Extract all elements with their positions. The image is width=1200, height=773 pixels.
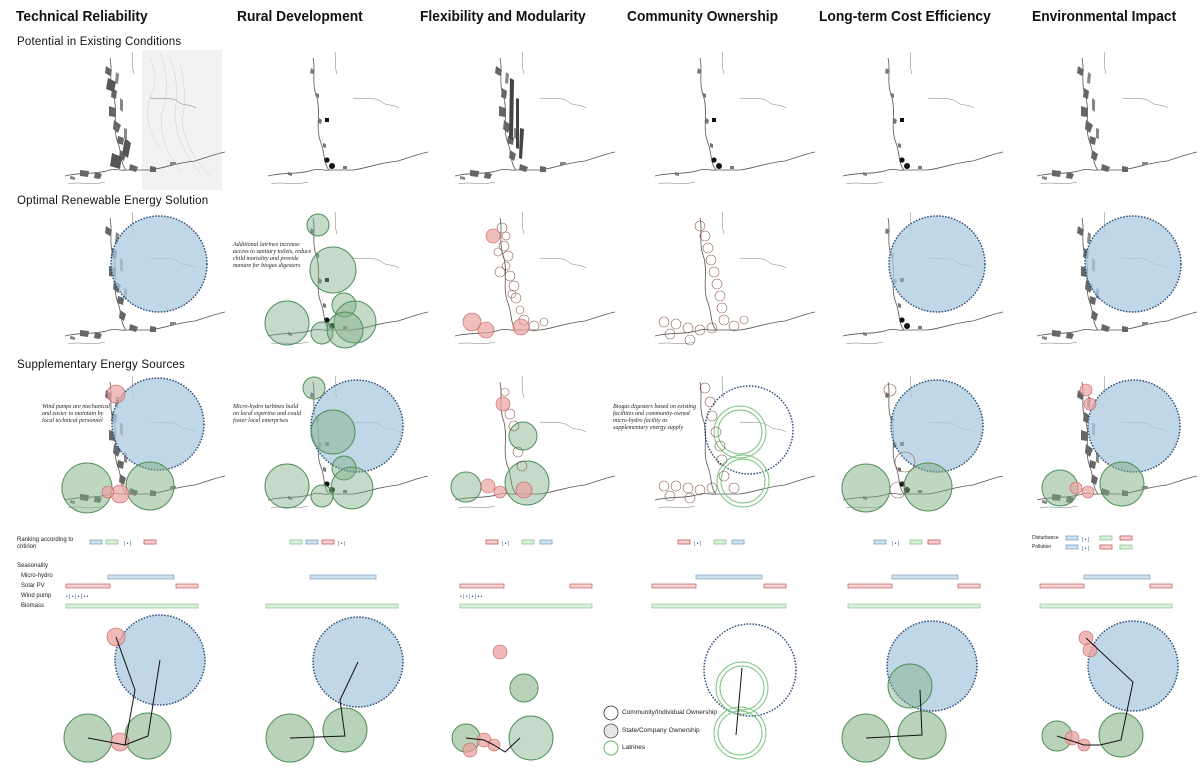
optimal-hydro-circle-cost: [888, 215, 986, 313]
svg-text:• | • | • | • •: • | • | • | • •: [66, 594, 89, 600]
svg-text:| • |: | • |: [502, 541, 509, 547]
legend-community-ownership: Community/Individual Ownership: [622, 709, 718, 716]
column-title-technical-reliability: Technical Reliability: [16, 8, 148, 25]
svg-text:| • |: | • |: [338, 541, 345, 547]
seasonality-biomass: Biomass: [21, 603, 45, 609]
svg-text:| • |: | • |: [694, 541, 701, 547]
ranking-label: Ranking according to critirion: [17, 537, 74, 550]
legend-state-ownership: State/Company Ownership: [622, 727, 700, 734]
column-title-cost-efficiency: Long-term Cost Efficiency: [819, 8, 991, 25]
supp-hydro-circle-cost: [890, 379, 984, 473]
optimal-community-units: [658, 220, 749, 346]
existing-map-technical: [64, 50, 226, 190]
seasonality-label: Seasonality: [17, 563, 49, 569]
seasonality-bars: • | • | • | • • • | • | • | • •: [65, 574, 1173, 609]
network-rural: [265, 616, 404, 763]
column-title-community-ownership: Community Ownership: [627, 8, 779, 25]
svg-text:| • |: | • |: [892, 541, 899, 547]
legend-latrines: Latrines: [622, 744, 646, 751]
supp-hydro-circle-rural: [310, 379, 404, 473]
svg-text:| • |: | • |: [1082, 537, 1089, 543]
svg-text:| • |: | • |: [124, 541, 131, 547]
ranking-bars: | • | | • | | • | | • | | • | | • | | • …: [89, 535, 1133, 552]
supp-solar-circles-flexibility: [480, 396, 533, 499]
network-environment: [1041, 620, 1179, 758]
supp-biomass-circles-flexibility: [450, 421, 550, 506]
network-technical: [63, 614, 206, 763]
existing-map-environment: [1036, 51, 1198, 185]
supp-units-cost: [883, 383, 916, 499]
supp-biomass-circles-rural: [264, 376, 374, 510]
supp-small-units-flexibility: [500, 387, 528, 472]
legend-symbols: [603, 705, 619, 756]
svg-text:• | • | • | • •: • | • | • | • •: [460, 594, 483, 600]
optimal-hydro-circle-technical: [110, 215, 208, 313]
seasonality-solar-pv: Solar PV: [21, 583, 45, 589]
column-title-flexibility: Flexibility and Modularity: [420, 8, 586, 25]
column-title-rural-development: Rural Development: [237, 8, 363, 25]
supp-biomass-circles-cost: [841, 462, 953, 513]
existing-map-cost: [842, 51, 1004, 185]
seasonality-micro-hydro: Micro-hydro: [21, 573, 53, 579]
supp-latrine-circles-community: [713, 405, 770, 508]
note-community-supp: Biogas digesters based on existing facil…: [613, 404, 696, 431]
optimal-map-community: [654, 211, 816, 345]
supp-hydro-circle-community: [704, 385, 794, 475]
supp-biomass-circles-environment: [1041, 461, 1145, 507]
optimal-latrine-circles-rural: [264, 213, 377, 349]
existing-map-flexibility: [454, 51, 616, 185]
note-rural-supp: Micro-hydro turbines build on local expe…: [233, 404, 301, 424]
supp-solar-circles-environment: [1069, 383, 1097, 499]
seasonality-wind-pump: Wind pump: [21, 593, 52, 599]
network-cost: [841, 620, 978, 763]
supp-community-units: [658, 382, 740, 504]
env-disturbance-label: Disturbance: [1032, 535, 1059, 541]
optimal-small-units-flexibility: [493, 222, 549, 332]
column-title-environmental-impact: Environmental Impact: [1032, 8, 1177, 25]
existing-map-community: [654, 51, 816, 185]
network-community: [703, 623, 797, 760]
optimal-hydro-circle-environment: [1084, 215, 1182, 313]
optimal-solar-units-flexibility: [462, 228, 530, 339]
row-title-existing: Potential in Existing Conditions: [17, 36, 182, 48]
existing-map-rural: [267, 51, 429, 185]
supp-hydro-circle-environment: [1087, 379, 1181, 473]
env-pollution-label: Pollution: [1032, 544, 1052, 550]
svg-text:| • |: | • |: [1082, 546, 1089, 552]
note-rural-optimal: Additional latrines increase access to s…: [233, 242, 312, 269]
row-title-optimal: Optimal Renewable Energy Solution: [17, 195, 209, 207]
supp-solar-circles-technical: [101, 384, 130, 504]
note-tech-supp: Wind pumps are mechanical and easier to …: [42, 404, 110, 424]
row-title-supplementary: Supplementary Energy Sources: [17, 359, 185, 371]
supp-hydro-circle-technical: [111, 377, 205, 471]
network-flexibility: [451, 644, 554, 761]
